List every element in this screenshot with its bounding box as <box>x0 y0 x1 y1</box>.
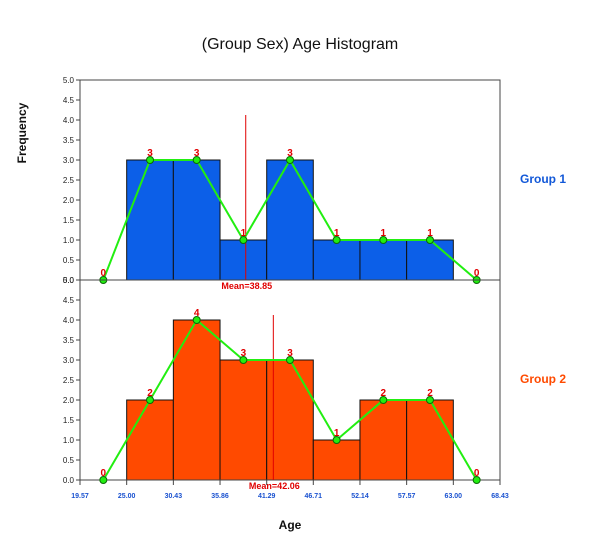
frequency-value-label: 0 <box>474 468 480 479</box>
y-tick-label: 4.0 <box>63 316 75 325</box>
y-tick-label: 1.0 <box>63 436 75 445</box>
y-tick-label: 0.5 <box>63 256 75 265</box>
histogram-bar <box>406 399 454 481</box>
frequency-value-label: 3 <box>147 148 153 159</box>
frequency-point <box>146 156 155 164</box>
histogram-bar <box>219 359 268 481</box>
x-tick-label: 52.14 <box>351 493 369 500</box>
histogram-bar <box>126 159 174 281</box>
frequency-point <box>99 476 108 484</box>
frequency-point <box>192 156 201 164</box>
frequency-point <box>379 236 388 244</box>
frequency-value-label: 1 <box>334 228 340 239</box>
frequency-point <box>286 356 294 364</box>
mean-label: Mean=42.06 <box>249 481 300 491</box>
x-tick-label: 46.71 <box>305 493 323 500</box>
y-tick-label: 5.0 <box>63 276 75 285</box>
frequency-value-label: 4 <box>194 308 200 319</box>
histogram-bar <box>312 239 361 281</box>
y-tick-label: 4.0 <box>63 116 75 125</box>
frequency-value-label: 2 <box>427 388 433 399</box>
histogram-bar <box>266 159 314 281</box>
y-tick-label: 2.0 <box>63 396 75 405</box>
x-tick-label: 30.43 <box>165 493 183 500</box>
histogram-bar <box>406 239 454 281</box>
group-2-label: Group 2 <box>520 372 567 386</box>
frequency-point <box>239 356 248 364</box>
x-tick-label: 19.57 <box>71 493 89 500</box>
y-tick-label: 3.0 <box>63 156 75 165</box>
y-tick-label: 2.5 <box>63 176 75 185</box>
frequency-value-label: 3 <box>287 348 293 359</box>
y-tick-label: 3.0 <box>63 356 75 365</box>
frequency-point <box>379 396 388 404</box>
y-tick-label: 5.0 <box>63 76 75 85</box>
frequency-point <box>286 156 294 164</box>
histogram-bar <box>172 159 221 281</box>
mean-label: Mean=38.85 <box>221 281 272 291</box>
histogram-bar <box>359 239 408 281</box>
x-tick-label: 68.43 <box>491 493 509 500</box>
x-tick-label: 41.29 <box>258 493 276 500</box>
x-tick-label: 35.86 <box>211 493 229 500</box>
frequency-point <box>192 316 201 324</box>
frequency-point <box>146 396 155 404</box>
frequency-value-label: 3 <box>287 148 293 159</box>
x-tick-label: 25.00 <box>118 493 136 500</box>
frequency-value-label: 0 <box>474 268 480 279</box>
frequency-value-label: 0 <box>101 468 107 479</box>
frequency-point <box>425 236 434 244</box>
frequency-value-label: 2 <box>381 388 387 399</box>
histogram-bar <box>219 239 268 281</box>
y-tick-label: 0.5 <box>63 456 75 465</box>
chart-title: (Group Sex) Age Histogram <box>201 36 399 53</box>
frequency-value-label: 0 <box>101 268 107 279</box>
y-tick-label: 2.0 <box>63 196 75 205</box>
y-tick-label: 3.5 <box>63 336 75 345</box>
y-tick-label: 1.5 <box>63 416 75 425</box>
frequency-point <box>425 396 434 404</box>
histogram-bar <box>126 399 174 481</box>
frequency-point <box>332 436 341 444</box>
y-tick-label: 1.5 <box>63 216 75 225</box>
histogram-bar <box>172 319 221 481</box>
frequency-value-label: 1 <box>334 428 340 439</box>
y-tick-label: 4.5 <box>63 296 75 305</box>
histogram-bar <box>312 439 361 481</box>
frequency-value-label: 3 <box>194 148 200 159</box>
x-tick-label: 63.00 <box>445 493 463 500</box>
group-1-label: Group 1 <box>520 172 567 186</box>
y-tick-label: 1.0 <box>63 236 75 245</box>
frequency-value-label: 3 <box>241 348 247 359</box>
frequency-value-label: 1 <box>381 228 387 239</box>
y-tick-label: 0.0 <box>63 276 75 285</box>
y-tick-label: 4.5 <box>63 96 75 105</box>
y-tick-label: 3.5 <box>63 136 75 145</box>
y-tick-label: 2.5 <box>63 376 75 385</box>
frequency-point <box>472 476 481 484</box>
frequency-value-label: 2 <box>147 388 153 399</box>
frequency-point <box>332 236 341 244</box>
frequency-value-label: 1 <box>241 228 247 239</box>
x-axis-label: Age <box>278 518 302 532</box>
frequency-value-label: 1 <box>427 228 433 239</box>
y-tick-label: 0.0 <box>63 476 75 485</box>
histogram-bar <box>359 399 408 481</box>
histogram-bar <box>266 359 314 481</box>
x-tick-label: 57.57 <box>398 493 416 500</box>
frequency-point <box>239 236 248 244</box>
